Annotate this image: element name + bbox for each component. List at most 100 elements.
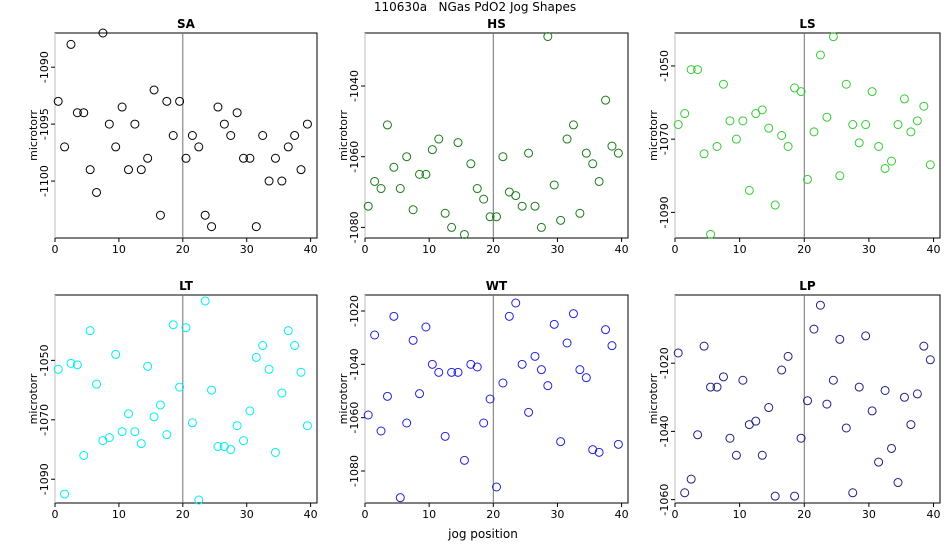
data-point: [168, 320, 178, 330]
x-tick-label: 20: [486, 508, 500, 521]
data-point: [893, 120, 903, 130]
data-point: [912, 389, 922, 399]
x-tick-label: 20: [797, 508, 811, 521]
x-tick-label: 40: [304, 243, 318, 256]
data-point: [283, 142, 293, 152]
data-point: [181, 323, 191, 333]
data-point: [79, 450, 89, 460]
data-point: [136, 165, 146, 175]
data-point: [828, 32, 838, 42]
data-point: [143, 153, 153, 163]
data-point: [264, 176, 274, 186]
data-point: [277, 388, 287, 398]
data-point: [524, 148, 534, 158]
data-point: [828, 375, 838, 385]
data-point: [111, 349, 121, 359]
data-point: [370, 330, 380, 340]
panel-title: SA: [177, 17, 196, 31]
data-point: [98, 28, 108, 38]
data-point: [556, 437, 566, 447]
panel-lp: LP microtorr 0 10 20 30 40 -1060 -1040 -1020: [647, 279, 941, 521]
plot-frame: [54, 32, 318, 239]
y-axis-label: microtorr: [647, 373, 660, 424]
data-point: [744, 185, 754, 195]
data-point: [517, 359, 527, 369]
data-point: [680, 109, 690, 119]
data-point: [581, 373, 591, 383]
data-point: [562, 134, 572, 144]
data-point: [175, 96, 185, 106]
data-point: [874, 141, 884, 151]
data-point: [66, 39, 76, 49]
data-point: [757, 450, 767, 460]
data-point: [511, 298, 521, 308]
data-point: [92, 379, 102, 389]
data-point: [549, 319, 559, 329]
y-tick-label: -1080: [348, 211, 361, 243]
data-point: [601, 95, 611, 105]
data-point: [175, 382, 185, 392]
data-point: [370, 176, 380, 186]
data-point: [382, 120, 392, 130]
data-point: [783, 351, 793, 361]
data-point: [731, 134, 741, 144]
data-point: [790, 491, 800, 501]
data-point: [581, 148, 591, 158]
data-point: [213, 442, 223, 452]
x-tick-label: 30: [550, 508, 564, 521]
data-point: [706, 382, 716, 392]
data-point: [408, 335, 418, 345]
data-point: [861, 120, 871, 130]
plot-frame: [674, 32, 941, 239]
data-point: [123, 409, 133, 419]
data-point: [296, 367, 306, 377]
data-point: [815, 50, 825, 60]
data-point: [53, 96, 63, 106]
data-point: [453, 367, 463, 377]
x-tick-label: 0: [672, 508, 679, 521]
data-point: [421, 169, 431, 179]
data-point: [53, 364, 63, 374]
data-point: [861, 331, 871, 341]
data-point: [447, 222, 457, 232]
data-point: [809, 127, 819, 137]
y-tick-label: -1040: [348, 70, 361, 102]
data-point: [680, 488, 690, 498]
data-point: [594, 447, 604, 457]
y-tick-label: -1060: [348, 141, 361, 173]
data-point: [796, 87, 806, 97]
data-point: [848, 488, 858, 498]
data-point: [492, 482, 501, 492]
data-point: [187, 131, 197, 140]
data-point: [699, 341, 709, 351]
x-tick-label: 10: [422, 243, 436, 256]
x-tick-label: 10: [112, 508, 126, 521]
data-point: [130, 119, 140, 129]
data-point: [738, 116, 748, 126]
data-point: [562, 338, 572, 348]
x-tick-label: 30: [240, 243, 254, 256]
data-point: [427, 145, 437, 155]
data-point: [466, 359, 476, 369]
panel-lt: LT microtorr 0 10 20 30 40 -1090 -1070 -1050: [27, 279, 318, 521]
data-point: [123, 165, 133, 175]
panel-title: LP: [799, 279, 816, 293]
data-point: [686, 474, 696, 484]
data-point: [72, 108, 82, 118]
x-tick-label: 10: [112, 243, 126, 256]
data-point: [848, 120, 858, 130]
data-point: [738, 375, 748, 385]
x-tick-label: 0: [362, 508, 369, 521]
data-point: [258, 341, 268, 351]
data-point: [815, 300, 825, 310]
data-point: [835, 334, 845, 344]
data-point: [530, 351, 540, 361]
data-point: [283, 326, 293, 336]
data-point: [440, 208, 450, 218]
data-point: [517, 201, 527, 211]
x-tick-label: 0: [672, 243, 679, 256]
panels: SA microtorr 0 10 20 30 40 -1100 -1095 -1090 HS mic…: [27, 17, 941, 521]
data-point: [718, 372, 728, 382]
y-tick-label: -1020: [658, 347, 671, 379]
